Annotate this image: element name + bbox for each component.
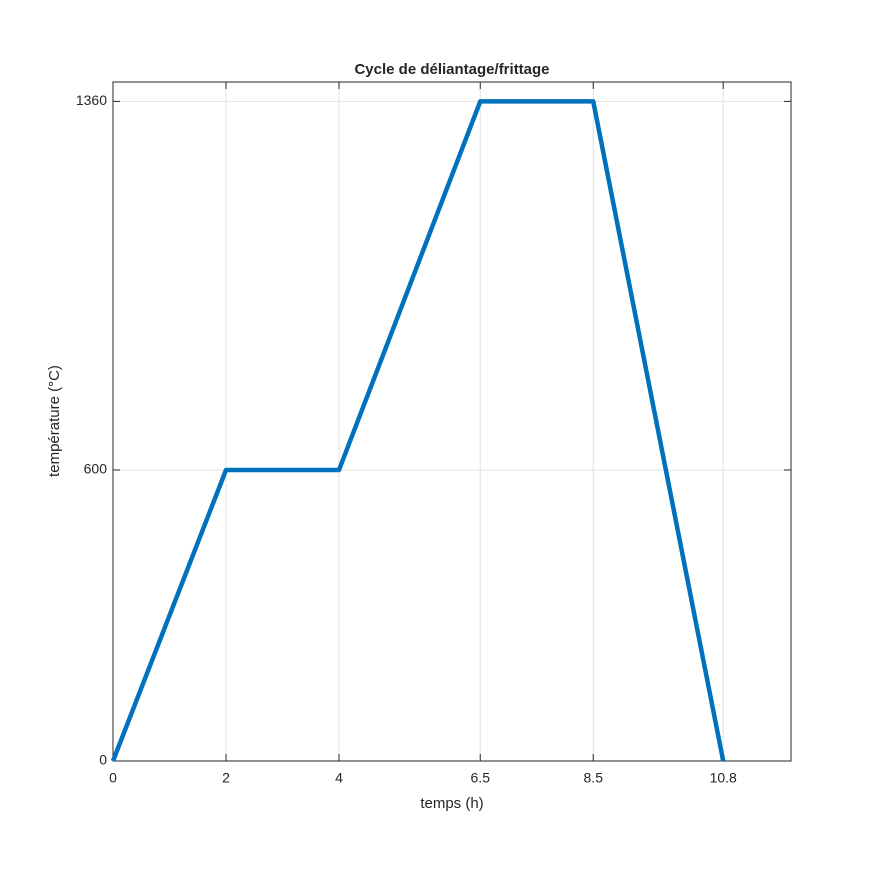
x-tick-label: 8.5 <box>584 770 604 786</box>
x-tick-label: 4 <box>335 770 343 786</box>
x-tick-label: 10.8 <box>710 770 737 786</box>
y-tick-label: 1360 <box>76 92 107 108</box>
x-tick-label: 0 <box>109 770 117 786</box>
y-axis-label: température (°C) <box>46 365 63 477</box>
data-line <box>110 99 726 762</box>
y-tick-label: 600 <box>84 461 108 477</box>
x-tick-label: 6.5 <box>471 770 491 786</box>
x-axis-label: temps (h) <box>420 795 483 812</box>
chart-title: Cycle de déliantage/frittage <box>354 61 549 78</box>
y-tick-label: 0 <box>99 752 107 768</box>
x-tick-label: 2 <box>222 770 230 786</box>
axes-box <box>112 81 792 762</box>
